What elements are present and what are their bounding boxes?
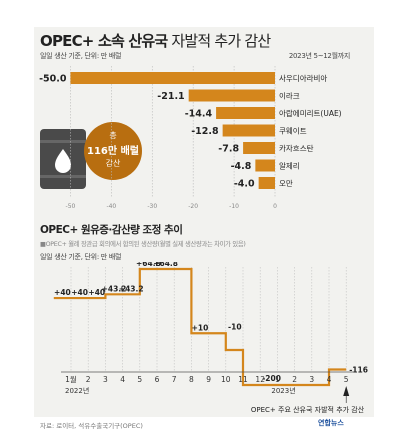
category-label: 사우디아라비아 (279, 73, 327, 83)
x-tick-label: 2 (292, 375, 297, 384)
bar-6 (258, 177, 275, 189)
bar-chart: 총 116만 배럴 감산 -50 -40 -30 -20 -10 0 -50.0 사우디아라비… (39, 66, 342, 210)
bar-value-label: -21.1 (157, 91, 184, 102)
bar-2 (216, 107, 275, 119)
main-title-light: 자발적 추가 감산 (171, 32, 271, 50)
subtitle-units: 일일 생산 기준, 단위: 만 배럴 (40, 52, 122, 60)
x-tick-label: 10 (221, 375, 231, 384)
badge-line-2: 116만 배럴 (87, 144, 139, 157)
x-tick-label: 11 (238, 375, 248, 384)
category-label: 쿠웨이트 (279, 126, 307, 136)
year-label-2022: 2022년 (65, 386, 89, 395)
badge-line-1: 총 (109, 131, 116, 140)
series-line (53, 267, 347, 387)
x-tick-label: 5 (344, 375, 349, 384)
bar-value-label: -7.8 (218, 144, 239, 155)
bar-0 (70, 72, 275, 84)
value-label: +40 (88, 288, 105, 297)
x-tick-label: 1월 (65, 374, 77, 384)
bar-value-label: -4.0 (234, 179, 255, 190)
x-tick-label: 3 (103, 375, 108, 384)
value-label: -116 (349, 366, 368, 375)
bar-1 (188, 89, 275, 102)
x-tick-label: 12 (255, 375, 265, 384)
bar-value-label: -12.8 (191, 126, 219, 137)
bar-value-label: -50.0 (39, 74, 67, 85)
category-label: 알제리 (279, 162, 300, 171)
x-tick-label: 9 (206, 375, 211, 384)
x-tick-label: 6 (155, 375, 160, 384)
section2-subtitle: 일일 생산 기준, 단위: 만 배럴 (40, 253, 122, 261)
annotation-pointer (343, 386, 350, 396)
x-tick-label: -20 (188, 203, 198, 210)
value-label: +10 (192, 323, 209, 332)
x-tick-label: -30 (147, 203, 157, 210)
news-logo: 연합뉴스 (318, 419, 344, 427)
bar-4 (243, 142, 275, 154)
bar-value-label: -14.4 (185, 109, 213, 120)
total-badge: 총 116만 배럴 감산 (84, 122, 142, 180)
value-label: -200 (262, 374, 281, 383)
x-tick-label: 7 (172, 375, 177, 384)
annotation-text: OPEC+ 주요 산유국 자발적 추가 감산 (251, 405, 365, 414)
category-label: 아랍에미리트(UAE) (279, 108, 342, 118)
subtitle-period: 2023년 5~12월까지 (288, 52, 350, 60)
bar-5 (255, 159, 275, 172)
value-label: +40 (54, 288, 71, 297)
category-label: 오만 (279, 179, 293, 188)
value-label: +43.2 (119, 284, 144, 293)
category-label: 이라크 (279, 91, 300, 101)
x-tick-label: -40 (106, 203, 116, 210)
section2-note: ■OPEC+ 월례 장관급 회의에서 합의된 생산량(월별 실제 생산량과는 차… (40, 241, 246, 248)
value-label: +64.8 (153, 262, 178, 268)
x-tick-label: 2 (86, 375, 91, 384)
x-tick-label: 5 (137, 375, 142, 384)
value-label: -10 (228, 322, 242, 331)
value-label: +43.2 (102, 284, 127, 293)
x-tick-label: 3 (309, 375, 314, 384)
value-label: +40 (71, 288, 88, 297)
x-tick-label: 0 (273, 203, 277, 210)
credit-text: 자료: 로이터, 석유수출국기구(OPEC) (40, 422, 143, 430)
section2-title: OPEC+ 원유증·감산량 조정 추이 (40, 224, 183, 236)
category-label: 카자흐스탄 (279, 143, 314, 153)
oil-barrel-icon (40, 129, 86, 189)
value-label: +64.8 (136, 262, 161, 268)
main-title: OPEC+ 소속 산유국 자발적 추가 감산 (40, 30, 271, 51)
bar-value-label: -4.8 (231, 161, 252, 172)
x-tick-label: -50 (66, 203, 76, 210)
x-tick-label: 4 (327, 375, 332, 384)
step-line-chart: +40 +40 +40+43.2+43.2+64.8+64.8+10 -10-200-… (53, 262, 368, 414)
year-label-2023: 2023년 (271, 386, 295, 395)
x-tick-label: 4 (120, 375, 125, 384)
badge-line-3: 감산 (106, 158, 121, 168)
x-tick-label: 1 (275, 375, 280, 384)
x-tick-label: -10 (229, 203, 239, 210)
x-tick-label: 8 (189, 375, 194, 384)
main-title-bold: OPEC+ 소속 산유국 (40, 32, 168, 50)
bar-3 (222, 124, 275, 137)
